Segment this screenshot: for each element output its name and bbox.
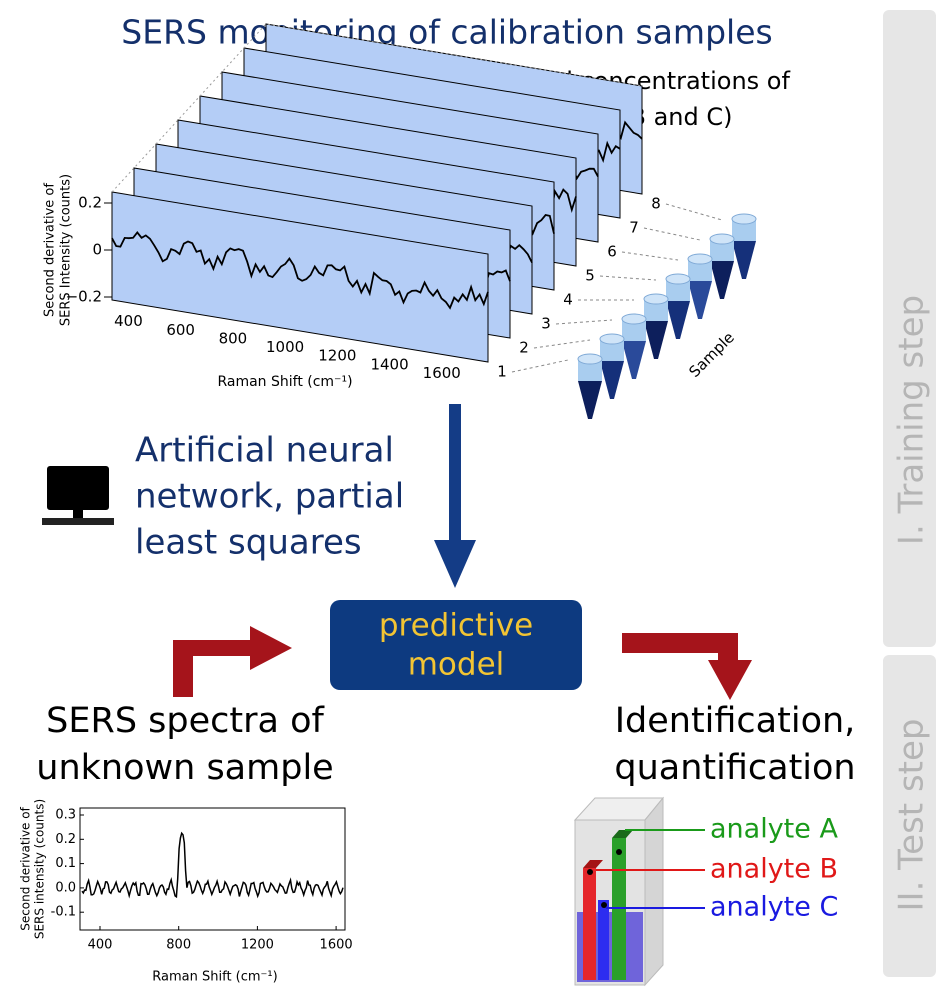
sample-label: 2 [519, 339, 529, 357]
vial-cap [621, 313, 647, 325]
spectrum-line [111, 231, 489, 310]
vial-cap [731, 213, 757, 225]
leader [621, 251, 679, 261]
arrow [434, 404, 476, 588]
y-tick-label: −0.2 [66, 288, 102, 306]
vial-body [666, 279, 690, 301]
sample-label: 3 [541, 315, 551, 333]
x-tick-label: 800 [219, 329, 248, 347]
step-panel [883, 10, 936, 647]
sample-axis-label: Sample [685, 328, 738, 381]
analyte-label: analyte A [710, 814, 838, 845]
x-tick-label: 600 [166, 321, 195, 339]
vial-cap [687, 253, 713, 265]
unknown-plot: 0.3 0.2 0.1 0.0 -0.1 400 800 1200 1600 Raman Shif… [19, 799, 353, 985]
result-text: Identification, [615, 701, 856, 741]
vial-cap [665, 273, 691, 285]
unknown-text: SERS spectra of [46, 701, 324, 741]
computer-icon [42, 466, 114, 525]
x-tick-label: 1200 [318, 347, 356, 365]
vial-cap [709, 233, 735, 245]
x-tick-label: 800 [166, 938, 191, 953]
y-tick-label: 0.0 [55, 880, 76, 895]
y-axis-label: SERS intensity (counts) [33, 799, 47, 939]
y-axis-label: SERS Intensity (counts) [59, 174, 74, 326]
analyte-box [573, 796, 705, 987]
y-tick-label: 0.3 [55, 808, 76, 823]
vial-tip [600, 361, 624, 399]
vial-body [688, 259, 712, 281]
leader [599, 275, 657, 281]
plot-frame [79, 807, 346, 931]
result-text: quantification [614, 748, 855, 788]
leader [511, 359, 569, 373]
vial-cap [577, 353, 603, 365]
vial-body [644, 299, 668, 321]
vial-body [732, 219, 756, 241]
arrow [173, 626, 292, 697]
x-axis-label: Raman Shift (cm⁻¹) [217, 374, 352, 390]
y-tick-label: 0 [92, 241, 102, 259]
sample-label: 5 [585, 267, 595, 285]
vial-tip [644, 321, 668, 359]
step-label: II. Test step [892, 719, 932, 912]
calibration-plot: 0.2 0 −0.2 Second derivative of SERS Intensi… [43, 23, 738, 390]
y-axis-label: Second derivative of [43, 183, 58, 317]
arrow [622, 633, 752, 700]
analyte-label: analyte C [710, 892, 838, 923]
y-tick-label: 0.2 [55, 832, 76, 847]
vial-body [600, 339, 624, 361]
vial-body [622, 319, 646, 341]
analyte-label: analyte B [710, 854, 838, 885]
sample-label: 1 [497, 363, 507, 381]
x-tick-label: 1400 [370, 355, 408, 373]
sample-label: 4 [563, 291, 573, 309]
vial-tip [710, 261, 734, 299]
vial-body [710, 239, 734, 261]
x-tick-label: 1200 [241, 938, 274, 953]
vial-tip [578, 381, 602, 419]
vial-tip [666, 301, 690, 339]
x-tick-label: 1600 [320, 938, 353, 953]
step-panel [883, 655, 936, 977]
vial-tip [688, 281, 712, 319]
step-label: I. Training step [892, 295, 932, 545]
vials [577, 213, 757, 419]
sample-label: 7 [629, 219, 639, 237]
model-box [330, 600, 582, 690]
vial-tip [732, 241, 756, 279]
model-text: predictive [379, 608, 533, 644]
vial-body [578, 359, 602, 381]
x-axis-label: Raman Shift (cm⁻¹) [152, 970, 277, 985]
sample-label: 8 [651, 195, 661, 213]
leader [533, 339, 591, 349]
leader [665, 203, 723, 221]
plot-frame [111, 23, 643, 193]
y-tick-label: 0.2 [78, 194, 102, 212]
title: SERS monitoring of calibration samples [121, 13, 772, 52]
y-tick-label: 0.1 [55, 856, 76, 871]
vial-cap [643, 293, 669, 305]
spectrum-line [81, 831, 344, 899]
x-tick-label: 1600 [423, 364, 461, 382]
x-tick-label: 400 [88, 938, 113, 953]
y-axis-label: Second derivative of [19, 806, 33, 930]
method-text: Artificial neural [135, 431, 394, 471]
method-text: network, partial [135, 477, 404, 517]
leader [643, 227, 701, 241]
x-tick-label: 400 [114, 312, 143, 330]
method-text: least squares [135, 523, 362, 563]
model-text: model [408, 647, 505, 683]
sample-label: 6 [607, 243, 617, 261]
x-tick-label: 1000 [266, 338, 304, 356]
unknown-text: unknown sample [36, 748, 333, 788]
vial-tip [622, 341, 646, 379]
y-tick-label: -0.1 [51, 905, 76, 920]
vial-cap [599, 333, 625, 345]
leader [555, 319, 613, 325]
